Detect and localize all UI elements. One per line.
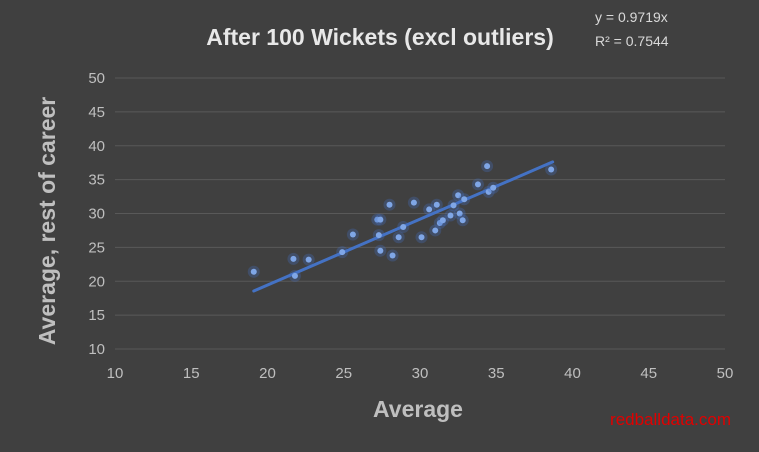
data-point (450, 202, 457, 209)
data-point (375, 232, 382, 239)
x-tick-label: 35 (488, 365, 505, 382)
x-tick-label: 45 (640, 365, 657, 382)
data-point (490, 184, 497, 191)
data-point (290, 255, 297, 262)
trendline-equation: y = 0.9719x (595, 9, 668, 25)
trendline-r-squared: R² = 0.7544 (595, 33, 669, 49)
x-tick-label: 10 (107, 365, 124, 382)
data-point (389, 252, 396, 259)
y-tick-label: 10 (88, 341, 105, 358)
data-point (459, 217, 466, 224)
y-tick-label: 25 (88, 239, 105, 256)
data-point (250, 268, 257, 275)
data-point (400, 224, 407, 231)
y-tick-labels: 10 15 20 25 30 35 40 45 50 (88, 70, 105, 358)
x-tick-label: 30 (412, 365, 429, 382)
data-point (484, 163, 491, 170)
y-axis-label: Average, rest of career (34, 97, 60, 346)
y-tick-label: 20 (88, 273, 105, 290)
data-point (439, 217, 446, 224)
data-points (247, 160, 558, 282)
data-point (474, 181, 481, 188)
data-point (339, 249, 346, 256)
data-point (377, 216, 384, 223)
data-point (461, 196, 468, 203)
data-point (432, 227, 439, 234)
y-tick-label: 50 (88, 70, 105, 87)
y-tick-label: 30 (88, 206, 105, 223)
data-point (410, 199, 417, 206)
y-tick-label: 15 (88, 307, 105, 324)
y-tick-label: 35 (88, 172, 105, 189)
gridlines (115, 77, 725, 350)
data-point (433, 201, 440, 208)
x-tick-label: 40 (564, 365, 581, 382)
x-tick-label: 25 (335, 365, 352, 382)
data-point (548, 166, 555, 173)
data-point (426, 206, 433, 213)
data-point (455, 192, 462, 199)
data-point (395, 234, 402, 241)
data-point (456, 210, 463, 217)
x-tick-label: 15 (183, 365, 200, 382)
y-tick-label: 40 (88, 138, 105, 155)
data-point (377, 247, 384, 254)
data-point (485, 188, 492, 195)
data-point (349, 231, 356, 238)
data-point (305, 256, 312, 263)
data-point (291, 272, 298, 279)
x-axis-label: Average (373, 396, 463, 422)
watermark-text: redballdata.com (610, 410, 731, 429)
data-point (418, 234, 425, 241)
x-tick-label: 20 (259, 365, 276, 382)
chart-title: After 100 Wickets (excl outliers) (206, 24, 553, 50)
y-tick-label: 45 (88, 104, 105, 121)
x-tick-label: 50 (717, 365, 734, 382)
data-point (386, 201, 393, 208)
x-tick-labels: 10 15 20 25 30 35 40 45 50 (107, 365, 734, 382)
data-point (447, 212, 454, 219)
